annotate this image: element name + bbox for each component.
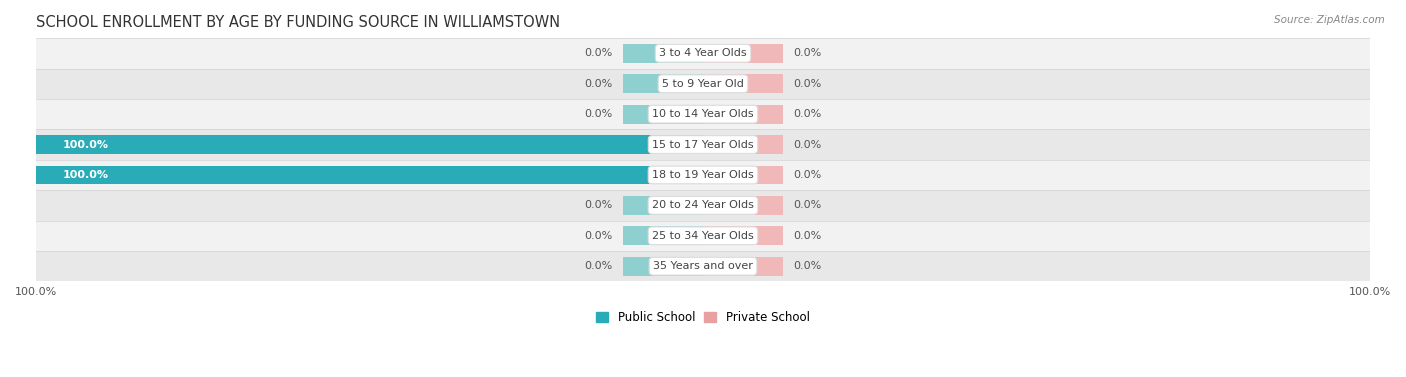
Text: 0.0%: 0.0% — [793, 201, 821, 210]
Text: 0.0%: 0.0% — [585, 109, 613, 119]
Bar — [703, 257, 783, 276]
Text: SCHOOL ENROLLMENT BY AGE BY FUNDING SOURCE IN WILLIAMSTOWN: SCHOOL ENROLLMENT BY AGE BY FUNDING SOUR… — [37, 15, 560, 30]
Text: 5 to 9 Year Old: 5 to 9 Year Old — [662, 79, 744, 89]
Bar — [703, 166, 783, 184]
Text: 0.0%: 0.0% — [793, 231, 821, 241]
Text: 0.0%: 0.0% — [585, 201, 613, 210]
Text: Source: ZipAtlas.com: Source: ZipAtlas.com — [1274, 15, 1385, 25]
Text: 10 to 14 Year Olds: 10 to 14 Year Olds — [652, 109, 754, 119]
Bar — [703, 105, 783, 124]
Text: 35 Years and over: 35 Years and over — [652, 261, 754, 271]
Bar — [37, 99, 1369, 129]
Bar — [703, 44, 783, 63]
Text: 0.0%: 0.0% — [585, 231, 613, 241]
Bar — [37, 190, 1369, 221]
Text: 0.0%: 0.0% — [793, 109, 821, 119]
Text: 0.0%: 0.0% — [793, 79, 821, 89]
Bar — [623, 257, 703, 276]
Bar — [703, 74, 783, 93]
Bar — [623, 44, 703, 63]
Text: 0.0%: 0.0% — [585, 79, 613, 89]
Bar — [703, 135, 783, 154]
Bar — [623, 226, 703, 245]
Text: 20 to 24 Year Olds: 20 to 24 Year Olds — [652, 201, 754, 210]
Text: 0.0%: 0.0% — [585, 48, 613, 58]
Bar — [623, 196, 703, 215]
Bar — [37, 166, 703, 184]
Text: 0.0%: 0.0% — [793, 48, 821, 58]
Text: 15 to 17 Year Olds: 15 to 17 Year Olds — [652, 139, 754, 150]
Bar — [37, 251, 1369, 281]
Bar — [37, 160, 1369, 190]
Bar — [37, 129, 1369, 160]
Text: 0.0%: 0.0% — [793, 139, 821, 150]
Text: 0.0%: 0.0% — [585, 261, 613, 271]
Bar — [37, 135, 703, 154]
Text: 0.0%: 0.0% — [793, 170, 821, 180]
Text: 18 to 19 Year Olds: 18 to 19 Year Olds — [652, 170, 754, 180]
Bar — [703, 196, 783, 215]
Text: 0.0%: 0.0% — [793, 261, 821, 271]
Bar — [37, 69, 1369, 99]
Bar — [703, 226, 783, 245]
Text: 25 to 34 Year Olds: 25 to 34 Year Olds — [652, 231, 754, 241]
Text: 100.0%: 100.0% — [63, 170, 108, 180]
Text: 100.0%: 100.0% — [63, 139, 108, 150]
Text: 3 to 4 Year Olds: 3 to 4 Year Olds — [659, 48, 747, 58]
Bar — [37, 38, 1369, 69]
Bar — [623, 74, 703, 93]
Bar — [37, 221, 1369, 251]
Legend: Public School, Private School: Public School, Private School — [592, 307, 814, 329]
Bar — [623, 105, 703, 124]
